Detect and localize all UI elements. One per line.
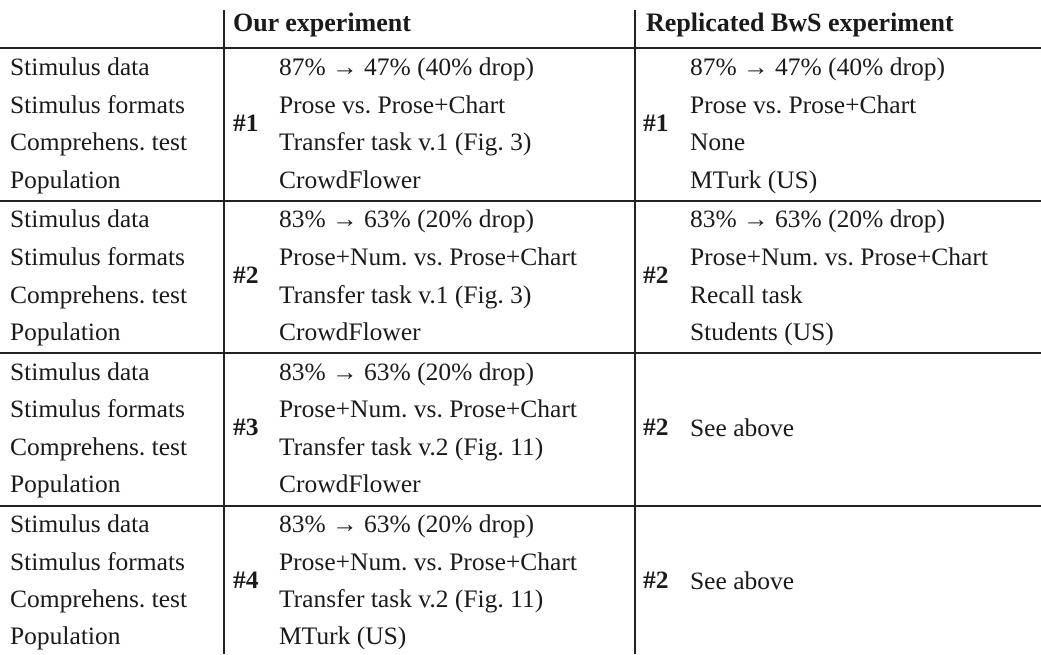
ours-population: CrowdFlower [279, 469, 421, 498]
row-label-population: Population [10, 469, 121, 498]
row-label-stimulus-formats: Stimulus formats [10, 90, 185, 119]
ours-comprehension-test: Transfer task v.2 (Fig. 11) [279, 432, 544, 461]
replicated-population: MTurk (US) [690, 165, 818, 194]
column-divider-right [634, 10, 636, 654]
ours-comprehension-test: Transfer task v.1 (Fig. 3) [279, 280, 532, 309]
replicated-experiment-id: #2 [643, 565, 669, 594]
ours-stimulus-formats: Prose+Num. vs. Prose+Chart [279, 242, 577, 271]
ours-stimulus-data: 87% → 47% (40% drop) [279, 52, 534, 81]
header-rule [0, 47, 1041, 49]
ours-stimulus-data: 83% → 63% (20% drop) [279, 204, 534, 233]
row-label-comprehension-test: Comprehens. test [10, 584, 188, 613]
group-rule-1 [0, 200, 1041, 202]
ours-stimulus-formats: Prose+Num. vs. Prose+Chart [279, 394, 577, 423]
replicated-see-above: See above [690, 566, 795, 595]
ours-population: MTurk (US) [279, 621, 407, 650]
ours-population: CrowdFlower [279, 317, 421, 346]
row-label-population: Population [10, 317, 121, 346]
replicated-comprehension-test: Recall task [690, 280, 803, 309]
ours-comprehension-test: Transfer task v.2 (Fig. 11) [279, 584, 544, 613]
ours-stimulus-formats: Prose+Num. vs. Prose+Chart [279, 547, 577, 576]
row-label-comprehension-test: Comprehens. test [10, 280, 188, 309]
ours-experiment-id: #4 [233, 565, 259, 594]
row-label-stimulus-data: Stimulus data [10, 357, 150, 386]
replicated-experiment-id: #2 [643, 412, 669, 441]
row-label-stimulus-data: Stimulus data [10, 204, 150, 233]
replicated-experiment-id: #1 [643, 108, 669, 137]
row-label-stimulus-data: Stimulus data [10, 509, 150, 538]
row-label-stimulus-formats: Stimulus formats [10, 394, 185, 423]
ours-stimulus-data: 83% → 63% (20% drop) [279, 509, 534, 538]
row-label-stimulus-formats: Stimulus formats [10, 547, 185, 576]
row-label-comprehension-test: Comprehens. test [10, 432, 188, 461]
ours-experiment-id: #2 [233, 260, 259, 289]
row-label-stimulus-formats: Stimulus formats [10, 242, 185, 271]
row-label-comprehension-test: Comprehens. test [10, 127, 188, 156]
ours-stimulus-data: 83% → 63% (20% drop) [279, 357, 534, 386]
replicated-population: Students (US) [690, 317, 834, 346]
replicated-see-above: See above [690, 413, 795, 442]
group-rule-2 [0, 352, 1041, 354]
ours-experiment-id: #1 [233, 108, 259, 137]
ours-population: CrowdFlower [279, 165, 421, 194]
column-divider-left [223, 10, 225, 654]
replicated-comprehension-test: None [690, 127, 746, 156]
replicated-stimulus-data: 87% → 47% (40% drop) [690, 52, 945, 81]
replicated-stimulus-formats: Prose vs. Prose+Chart [690, 90, 917, 119]
ours-comprehension-test: Transfer task v.1 (Fig. 3) [279, 127, 532, 156]
replicated-stimulus-formats: Prose+Num. vs. Prose+Chart [690, 242, 988, 271]
row-label-population: Population [10, 621, 121, 650]
ours-stimulus-formats: Prose vs. Prose+Chart [279, 90, 506, 119]
row-label-population: Population [10, 165, 121, 194]
row-label-stimulus-data: Stimulus data [10, 52, 150, 81]
replicated-stimulus-data: 83% → 63% (20% drop) [690, 204, 945, 233]
group-rule-3 [0, 505, 1041, 507]
replicated-experiment-id: #2 [643, 260, 669, 289]
header-replicated-experiment: Replicated BwS experiment [646, 8, 954, 37]
ours-experiment-id: #3 [233, 412, 259, 441]
header-our-experiment: Our experiment [233, 8, 411, 37]
